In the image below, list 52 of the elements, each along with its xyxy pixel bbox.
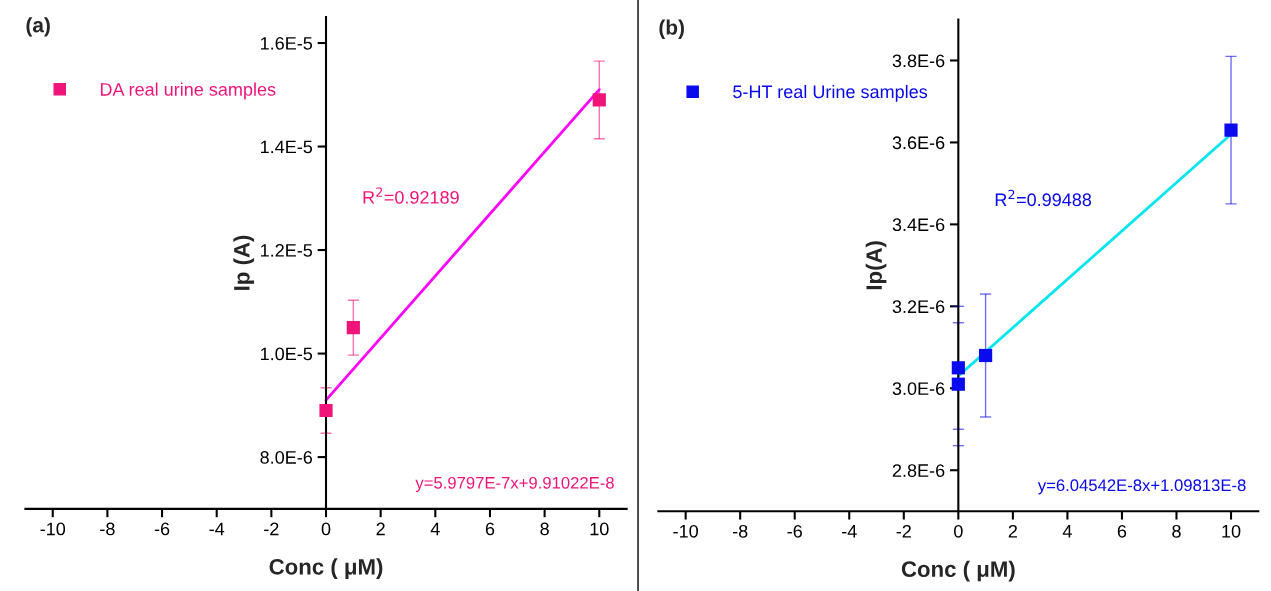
point [979, 348, 993, 363]
x-tick-label: 0 [321, 522, 331, 536]
x-tick-label: -2 [896, 524, 911, 538]
y-tick-label: 3.8E-6 [892, 54, 945, 68]
y-tick-label: 3.4E-6 [892, 218, 945, 232]
x-tick-label: 8 [540, 522, 549, 536]
point [346, 321, 360, 335]
x-tick-label: -2 [264, 522, 279, 536]
point [951, 377, 965, 391]
x-axis-title: Conc ( μM) [269, 558, 383, 580]
annotation: R$^{2}$=0.99488 [995, 189, 1092, 207]
y-tick-label: 1.6E-5 [261, 36, 313, 50]
x-tick-label: 6 [1117, 524, 1127, 538]
annotation: y=5.9797E-7x+9.91022E-8 [415, 476, 614, 493]
x-tick-label: 4 [1062, 525, 1072, 538]
y-tick-label: 1.4E-5 [261, 140, 313, 154]
x-tick-label: 6 [485, 522, 495, 536]
y-tick-label: 3.0E-6 [892, 382, 945, 396]
y-tick-label: 1.2E-5 [261, 243, 313, 257]
x-tick-label: -10 [673, 524, 698, 538]
x-tick-label: 4 [430, 522, 440, 536]
x-axis-title: Conc ( μM) [901, 560, 1015, 582]
x-tick-label: -6 [787, 524, 802, 538]
point [951, 361, 965, 375]
legend-label: 5-HT real Urine samples [733, 84, 928, 102]
x-tick-label: 2 [1008, 524, 1017, 538]
point [1224, 123, 1238, 137]
chart-title: (a) [26, 17, 50, 37]
y-tick-label: 1.0E-5 [261, 347, 313, 361]
y-axis-title: Ip(A) [865, 241, 887, 290]
x-tick-label: -4 [209, 522, 225, 536]
x-tick-label: 2 [376, 522, 385, 536]
legend-label: DA real urine samples [100, 82, 276, 100]
y-tick-label: 2.8E-6 [892, 464, 945, 477]
x-tick-label: -8 [732, 524, 748, 538]
annotation: y=6.04542E-8x+1.09813E-8 [1037, 479, 1246, 495]
x-tick-label: -6 [154, 522, 170, 536]
y-tick-label: 3.6E-6 [892, 136, 945, 150]
x-tick-label: 10 [1222, 524, 1241, 538]
x-tick-label: 0 [954, 524, 963, 538]
x-tick-label: -4 [842, 525, 857, 538]
point [319, 403, 333, 418]
point [592, 93, 606, 107]
chart-title: (b) [659, 19, 684, 39]
x-tick-label: 10 [590, 522, 609, 536]
x-tick-label: -10 [40, 522, 66, 536]
y-tick-label: 3.2E-6 [892, 300, 945, 314]
y-tick-label: 8.0E-6 [260, 451, 313, 464]
x-tick-label: 8 [1172, 524, 1181, 538]
x-tick-label: -8 [100, 522, 115, 536]
y-axis-title: Ip (A) [233, 235, 255, 290]
annotation: R$^{2}$=0.92189 [363, 187, 459, 204]
